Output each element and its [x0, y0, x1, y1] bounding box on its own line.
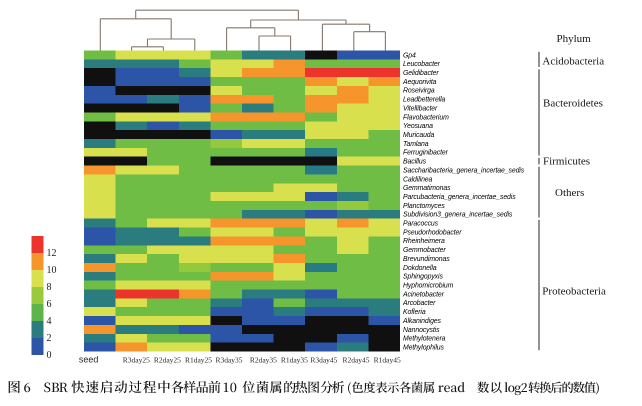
svg-text:R3day25: R3day25: [123, 355, 150, 364]
svg-text:Acinetobacter: Acinetobacter: [402, 291, 445, 298]
svg-text:Planctomyces: Planctomyces: [403, 203, 445, 210]
svg-text:10: 10: [47, 265, 57, 276]
svg-text:Paracoccus: Paracoccus: [403, 221, 439, 228]
svg-text:R2day45: R2day45: [342, 355, 369, 364]
svg-text:Gemmobacter: Gemmobacter: [403, 247, 446, 254]
svg-text:Pseudorhodobacter: Pseudorhodobacter: [403, 229, 462, 236]
svg-text:R2day25: R2day25: [154, 355, 181, 364]
svg-text:6: 6: [47, 299, 52, 310]
svg-text:Dokdonella: Dokdonella: [403, 265, 437, 272]
svg-text:R1day45: R1day45: [374, 355, 401, 364]
svg-text:Sphingopyxis: Sphingopyxis: [403, 274, 443, 281]
svg-text:Firmicutes: Firmicutes: [543, 155, 590, 167]
svg-text:Kofleria: Kofleria: [403, 309, 426, 316]
svg-text:Ferruginibacter: Ferruginibacter: [403, 150, 449, 157]
svg-text:Vitellibacter: Vitellibacter: [403, 105, 438, 112]
svg-text:Nannocystis: Nannocystis: [403, 327, 440, 334]
svg-text:Saccharibacteria_genera_incert: Saccharibacteria_genera_incertae_sedis: [403, 167, 525, 174]
svg-text:Alkanindiges: Alkanindiges: [402, 318, 442, 325]
svg-text:0: 0: [47, 350, 52, 361]
svg-text:seed: seed: [79, 354, 99, 364]
svg-text:Proteobacteria: Proteobacteria: [542, 286, 606, 298]
svg-text:Arcobacter: Arcobacter: [402, 300, 436, 307]
svg-text:Others: Others: [555, 187, 584, 199]
svg-text:Methylotenera: Methylotenera: [403, 336, 446, 343]
svg-text:12: 12: [47, 248, 57, 259]
svg-text:Hyphomicrobium: Hyphomicrobium: [403, 283, 454, 290]
svg-text:R3day45: R3day45: [310, 355, 337, 364]
svg-text:Leadbetterella: Leadbetterella: [403, 97, 446, 104]
svg-text:Rheinheimera: Rheinheimera: [403, 238, 445, 245]
svg-text:Roseivirga: Roseivirga: [403, 88, 435, 95]
svg-text:R3day35: R3day35: [215, 355, 242, 364]
svg-text:Leucobacter: Leucobacter: [403, 61, 441, 68]
svg-text:R2day35: R2day35: [250, 355, 277, 364]
svg-text:Flavobacterium: Flavobacterium: [403, 114, 449, 121]
svg-text:Acidobacteria: Acidobacteria: [542, 56, 604, 68]
svg-text:Bacteroidetes: Bacteroidetes: [543, 98, 603, 110]
svg-text:Muricauda: Muricauda: [403, 132, 435, 139]
svg-text:Tamlana: Tamlana: [403, 141, 429, 148]
svg-text:Brevundimonas: Brevundimonas: [403, 256, 450, 263]
svg-text:Subdivision3_genera_incertae_s: Subdivision3_genera_incertae_sedis: [403, 212, 513, 219]
svg-text:Gemmatimonas: Gemmatimonas: [403, 185, 451, 192]
svg-text:Caldilinea: Caldilinea: [403, 176, 433, 183]
svg-text:R1day35: R1day35: [281, 355, 308, 364]
svg-text:2: 2: [47, 333, 52, 344]
svg-text:Yeosuana: Yeosuana: [403, 123, 433, 130]
svg-text:8: 8: [47, 282, 52, 293]
svg-text:Parcubacteria_genera_incertae_: Parcubacteria_genera_incertae_sedis: [403, 194, 516, 201]
svg-text:Gelidibacter: Gelidibacter: [403, 70, 439, 77]
svg-text:Phylum: Phylum: [557, 33, 592, 45]
svg-text:Bacillus: Bacillus: [403, 159, 427, 166]
svg-text:Aequorivita: Aequorivita: [402, 79, 437, 86]
svg-text:Methylophilus: Methylophilus: [403, 345, 444, 352]
svg-text:4: 4: [47, 316, 52, 327]
svg-text:R1day25: R1day25: [185, 355, 212, 364]
svg-text:Gp4: Gp4: [403, 52, 416, 59]
